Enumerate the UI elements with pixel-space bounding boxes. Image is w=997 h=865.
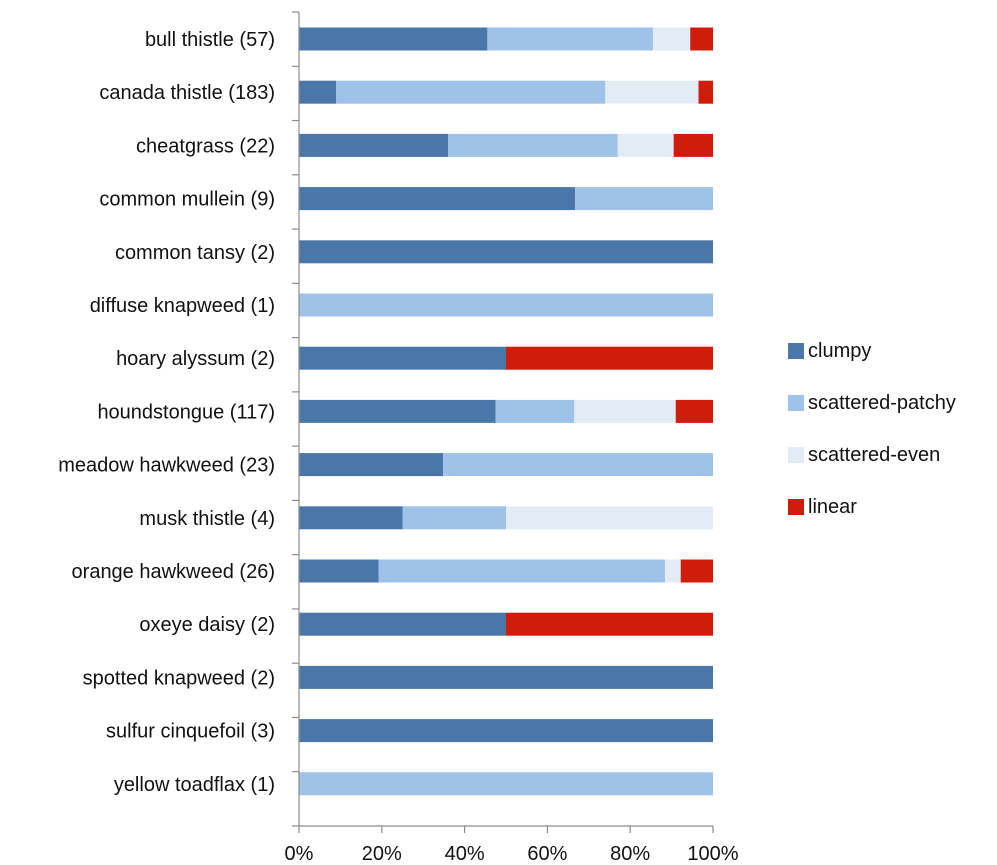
bar-segment-clumpy [299,240,713,264]
bar-segment-scattered-patchy [402,506,506,530]
category-labels-group: bull thistle (57) canada thistle (183) che… [58,29,275,796]
bar-segment-scattered-patchy [299,293,713,317]
bar-segment-scattered-even [506,506,713,530]
legend-label: clumpy [808,339,872,362]
legend: clumpy scattered-patchy scattered-even line… [788,338,993,546]
x-tick-label: 60% [527,843,567,865]
bar-segment-linear [698,80,713,104]
category-label: diffuse knapweed (1) [90,295,275,317]
axis-group: 0% 20% 40% 60% 80% 100% [285,11,739,865]
category-label: houndstongue (117) [97,401,275,423]
legend-swatch [788,447,804,463]
bar-segment-scattered-patchy [378,559,665,583]
bar-segment-scattered-patchy [448,133,618,157]
bar-segment-clumpy [299,665,713,689]
category-label: sulfur cinquefoil (3) [106,721,275,743]
bar-segment-scattered-patchy [487,27,653,51]
legend-item-scattered-patchy: scattered-patchy [788,390,993,416]
category-label: hoary alyssum (2) [116,348,275,370]
legend-item-scattered-even: scattered-even [788,442,993,468]
x-tick-label: 40% [445,843,485,865]
bar-segment-linear [690,27,713,51]
category-label: meadow hawkweed (23) [58,455,275,477]
legend-swatch [788,395,804,411]
bar-segment-clumpy [299,559,379,583]
bar-segment-clumpy [299,453,444,477]
bar-segment-scattered-even [605,80,699,104]
legend-item-clumpy: clumpy [788,338,993,364]
category-label: common tansy (2) [115,242,275,264]
bar-segment-scattered-even [652,27,691,51]
bar-segment-clumpy [299,506,403,530]
x-tick-label: 20% [362,843,402,865]
category-label: common mullein (9) [99,189,275,211]
category-label: yellow toadflax (1) [114,774,275,796]
legend-label: linear [808,495,857,518]
x-tick-label: 0% [285,843,314,865]
bar-segment-clumpy [299,399,496,423]
bar-segment-scattered-patchy [575,187,713,211]
bar-segment-scattered-even [574,399,676,423]
bar-segment-clumpy [299,346,506,370]
legend-swatch [788,499,804,515]
bar-segment-scattered-patchy [495,399,575,423]
legend-item-linear: linear [788,494,993,520]
bar-segment-linear [673,133,713,157]
category-label: spotted knapweed (2) [83,667,275,689]
bar-segment-scattered-even [617,133,674,157]
x-tick-label: 100% [687,843,738,865]
category-label: musk thistle (4) [139,508,275,530]
category-label: cheatgrass (22) [136,135,275,157]
category-label: orange hawkweed (26) [72,561,275,583]
bar-segment-scattered-patchy [443,453,713,477]
bar-segment-clumpy [299,80,337,104]
bar-segment-linear [675,399,713,423]
legend-label: scattered-patchy [808,391,956,414]
category-label: oxeye daisy (2) [139,614,275,636]
legend-swatch [788,343,804,359]
bars-group [299,27,713,796]
category-label: canada thistle (183) [99,82,275,104]
bar-segment-clumpy [299,133,449,157]
bar-segment-linear [506,346,713,370]
x-tick-label: 80% [610,843,650,865]
bar-segment-scattered-even [664,559,681,583]
bar-segment-scattered-patchy [299,772,713,796]
bar-segment-clumpy [299,612,506,636]
bar-segment-clumpy [299,719,713,743]
legend-label: scattered-even [808,443,941,466]
bar-segment-linear [506,612,713,636]
category-label: bull thistle (57) [145,29,275,51]
bar-segment-linear [680,559,713,583]
bar-segment-scattered-patchy [336,80,606,104]
bar-segment-clumpy [299,27,488,51]
bar-segment-clumpy [299,187,576,211]
